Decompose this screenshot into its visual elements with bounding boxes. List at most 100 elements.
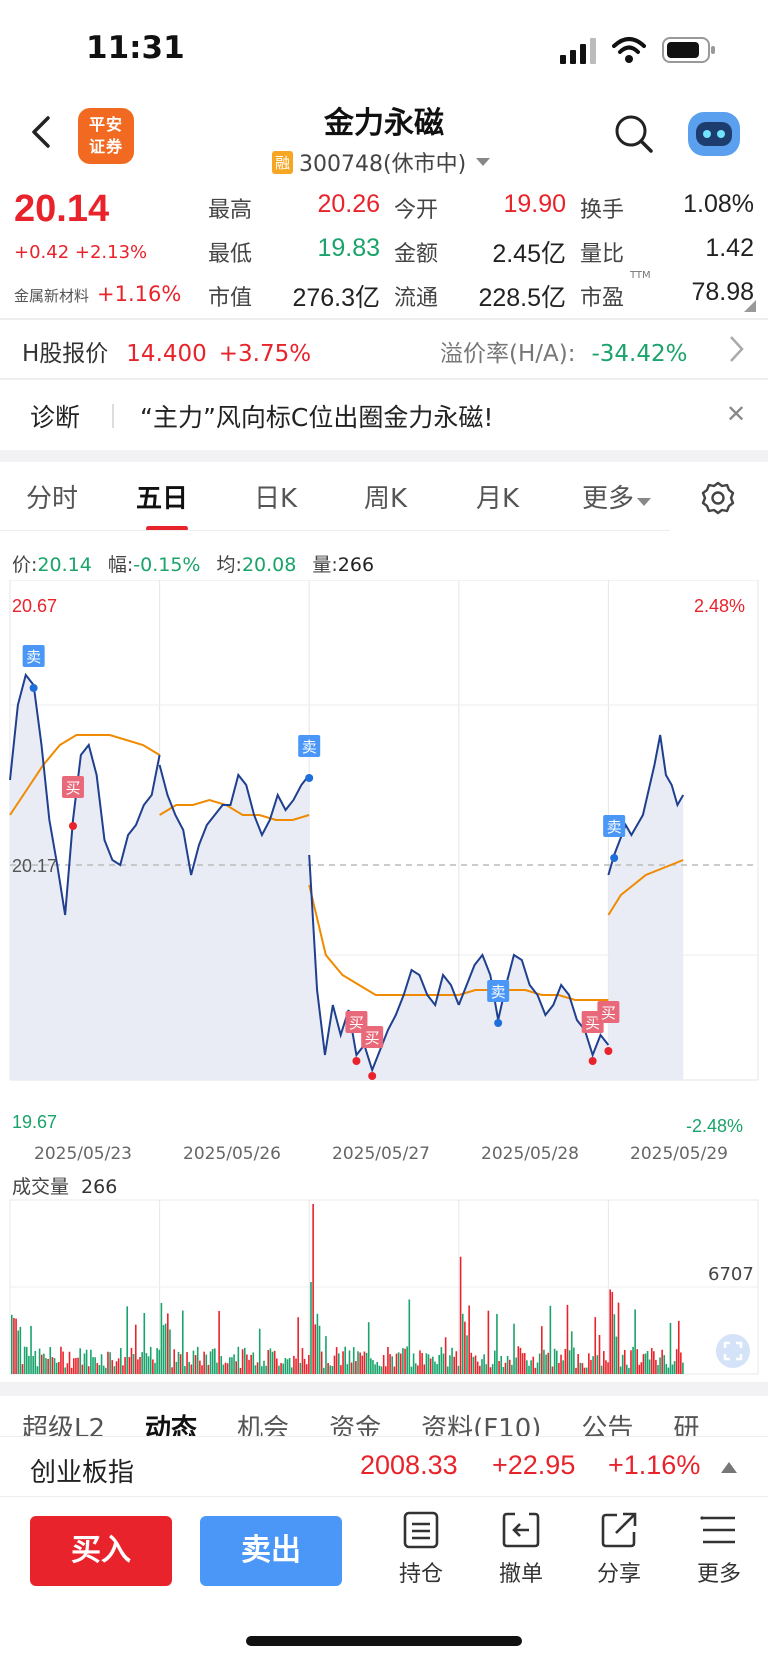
tab-daily-k[interactable]: 日K bbox=[254, 484, 298, 514]
buy-mark-dot bbox=[68, 822, 77, 830]
ai-assistant-robot-icon[interactable] bbox=[688, 112, 740, 156]
volume-bar bbox=[60, 1346, 62, 1374]
search-icon[interactable] bbox=[614, 114, 654, 154]
volume-label-line: 成交量 266 bbox=[12, 1172, 117, 1199]
volume-bar bbox=[663, 1355, 666, 1374]
sell-button[interactable]: 卖出 bbox=[200, 1516, 342, 1586]
share-button[interactable]: 分享 bbox=[584, 1510, 654, 1588]
stock-code-line[interactable]: 融 300748(休市中) bbox=[272, 146, 492, 178]
h-share-row[interactable]: H股报价 14.400 +3.75% bbox=[22, 334, 311, 368]
volume-bar bbox=[551, 1366, 554, 1374]
volume-label: 成交量 bbox=[12, 1176, 70, 1198]
volume-bar bbox=[55, 1362, 58, 1374]
sell-mark-dot bbox=[494, 1019, 503, 1027]
volume-bar bbox=[145, 1353, 148, 1374]
volume-bar bbox=[320, 1351, 323, 1374]
volume-bar bbox=[295, 1358, 297, 1374]
gear-icon[interactable] bbox=[700, 480, 736, 516]
volume-bar bbox=[504, 1362, 507, 1374]
amp-info-label: 幅: bbox=[107, 554, 134, 576]
volume-bar bbox=[487, 1310, 490, 1374]
top-pct-label: 2.48% bbox=[694, 596, 746, 616]
close-icon[interactable]: ✕ bbox=[726, 400, 747, 428]
diagnosis-headline[interactable]: “主力”风向标C位出圈金力永磁! bbox=[140, 403, 494, 432]
volume-bar bbox=[273, 1350, 276, 1374]
tab-more[interactable]: 更多 bbox=[582, 478, 652, 515]
volume-bar bbox=[609, 1289, 611, 1374]
volume-grid bbox=[9, 1199, 759, 1375]
volume-bar bbox=[402, 1348, 404, 1374]
volume-chart[interactable] bbox=[0, 1196, 768, 1376]
volume-bar bbox=[665, 1364, 668, 1374]
corner-triangle-icon bbox=[744, 300, 756, 312]
volume-bar bbox=[316, 1313, 319, 1374]
volume-bar bbox=[355, 1361, 357, 1374]
divider bbox=[0, 318, 768, 320]
volume-bar bbox=[19, 1326, 22, 1374]
holdings-icon bbox=[403, 1511, 439, 1549]
expand-chart-icon[interactable] bbox=[716, 1334, 750, 1368]
index-ticker-bar[interactable] bbox=[0, 1436, 768, 1496]
volume-bar bbox=[205, 1354, 208, 1374]
sell-mark-badge bbox=[298, 735, 321, 757]
volume-bar bbox=[214, 1348, 216, 1374]
margin-badge: 融 bbox=[272, 150, 294, 174]
volume-bar bbox=[128, 1357, 131, 1374]
volume-bar bbox=[263, 1360, 265, 1374]
buy-button[interactable]: 买入 bbox=[30, 1516, 172, 1586]
caret-up-icon[interactable] bbox=[720, 1460, 738, 1474]
tab-intraday[interactable]: 分时 bbox=[26, 484, 79, 514]
volume-bar bbox=[434, 1361, 436, 1374]
cancel-order-button[interactable]: 撤单 bbox=[486, 1510, 556, 1588]
volume-bar bbox=[280, 1363, 282, 1374]
more-button[interactable]: 更多 bbox=[684, 1510, 754, 1588]
holdings-button[interactable]: 持仓 bbox=[386, 1510, 456, 1588]
volume-bar bbox=[72, 1358, 75, 1374]
tab-five-day[interactable]: 五日 bbox=[136, 484, 189, 514]
avg-series-line bbox=[607, 859, 684, 916]
tab-monthly-k[interactable]: 月K bbox=[476, 484, 520, 514]
volume-bar bbox=[425, 1353, 428, 1374]
volume-bar bbox=[290, 1367, 293, 1374]
sector-name: 金属新材料 bbox=[14, 287, 90, 305]
volume-bar bbox=[579, 1362, 582, 1374]
volume-bar bbox=[184, 1366, 186, 1374]
volume-bar bbox=[318, 1325, 321, 1374]
volume-bar bbox=[329, 1365, 332, 1374]
sector-line[interactable]: 金属新材料 +1.16% bbox=[14, 282, 181, 306]
volume-bar bbox=[438, 1354, 441, 1374]
volume-bar bbox=[570, 1331, 573, 1374]
volume-bar bbox=[83, 1353, 86, 1374]
back-arrow-icon[interactable] bbox=[22, 112, 62, 152]
volume-bar bbox=[239, 1367, 242, 1374]
volume-bar bbox=[564, 1348, 567, 1374]
volume-bar bbox=[169, 1329, 171, 1374]
volume-bar bbox=[485, 1364, 488, 1374]
volume-bar bbox=[87, 1366, 90, 1374]
volume-bar bbox=[199, 1360, 201, 1374]
chevron-right-icon[interactable] bbox=[726, 334, 746, 364]
tab-weekly-k[interactable]: 周K bbox=[364, 484, 408, 514]
volume-bar bbox=[276, 1358, 278, 1374]
volume-bar bbox=[68, 1351, 71, 1374]
volume-bar bbox=[530, 1360, 532, 1374]
volume-bars bbox=[11, 1204, 684, 1374]
sector-change: +1.16% bbox=[97, 282, 182, 306]
low-value: 19.83 bbox=[317, 234, 380, 262]
date-label: 2025/05/23 bbox=[34, 1144, 132, 1164]
volume-bar bbox=[541, 1326, 543, 1374]
volume-bar bbox=[630, 1350, 632, 1374]
turnover-label: 换手 bbox=[580, 198, 625, 223]
volume-bar bbox=[102, 1365, 105, 1374]
volume-bar bbox=[117, 1358, 120, 1374]
volume-bar bbox=[105, 1367, 107, 1374]
volume-bar bbox=[506, 1356, 509, 1374]
volume-bar bbox=[231, 1357, 233, 1374]
stock-code-status: 300748(休市中) bbox=[299, 152, 467, 177]
volume-bar bbox=[457, 1365, 460, 1374]
pe-label: 市盈 bbox=[580, 286, 625, 311]
diagnosis-separator bbox=[112, 404, 114, 428]
volume-value: 266 bbox=[81, 1176, 118, 1198]
premium-row[interactable]: 溢价率(H/A): -34.42% bbox=[440, 334, 687, 368]
